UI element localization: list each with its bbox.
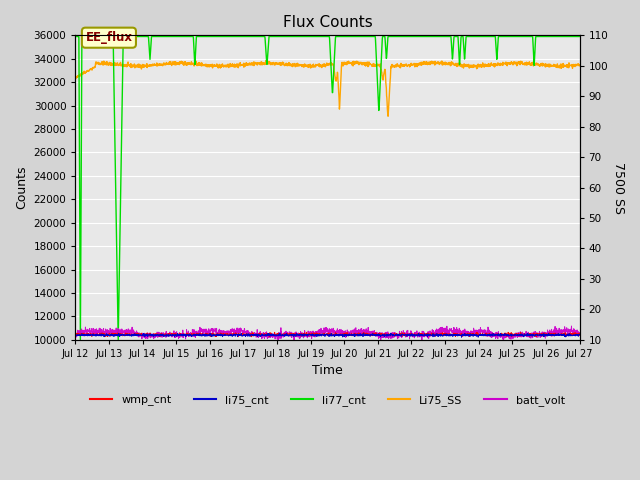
Legend: wmp_cnt, li75_cnt, li77_cnt, Li75_SS, batt_volt: wmp_cnt, li75_cnt, li77_cnt, Li75_SS, ba… xyxy=(86,391,569,410)
Text: EE_flux: EE_flux xyxy=(85,31,132,44)
Y-axis label: Counts: Counts xyxy=(15,166,28,209)
X-axis label: Time: Time xyxy=(312,364,343,377)
Title: Flux Counts: Flux Counts xyxy=(283,15,372,30)
Y-axis label: 7500 SS: 7500 SS xyxy=(612,162,625,214)
